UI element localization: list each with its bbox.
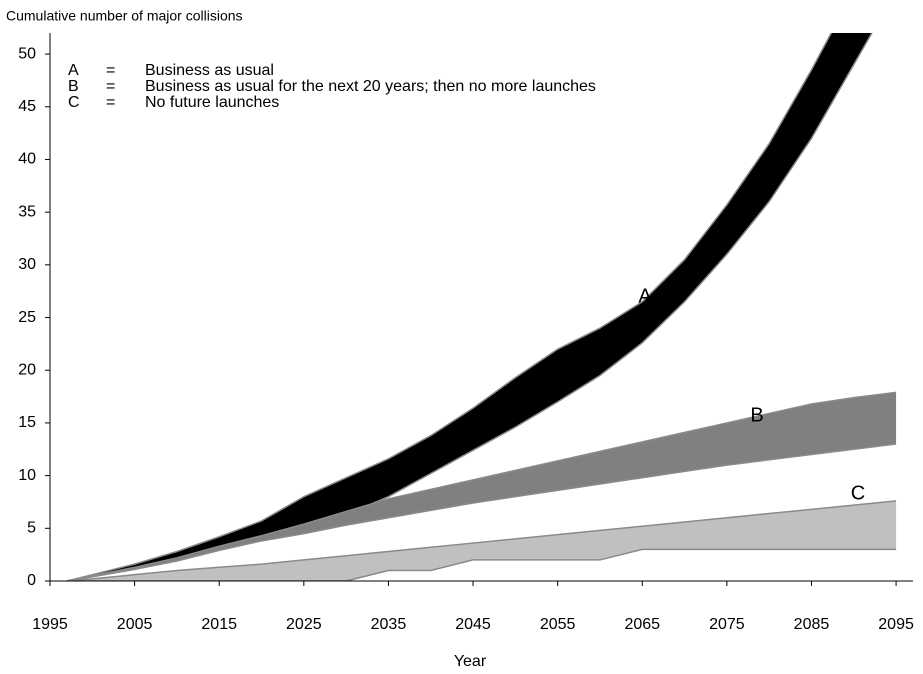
y-tick-label: 20 <box>18 361 36 378</box>
band-edge <box>66 391 897 581</box>
x-tick-label: 2095 <box>878 616 914 633</box>
y-tick-label: 10 <box>18 467 36 484</box>
band-edge <box>66 33 833 581</box>
x-tick-label: 2005 <box>117 616 153 633</box>
x-tick-label: 2055 <box>540 616 576 633</box>
legend-key: A <box>68 62 79 79</box>
series-tag: C <box>851 482 865 504</box>
y-tick-label: 35 <box>18 203 36 220</box>
legend-label: Business as usual for the next 20 years;… <box>145 78 596 95</box>
x-tick-label: 2045 <box>455 616 491 633</box>
plot-area <box>66 33 897 581</box>
legend-label: Business as usual <box>145 62 274 79</box>
chart-title: Cumulative number of major collisions <box>6 8 243 24</box>
band-edge <box>66 548 897 581</box>
y-tick-label: 30 <box>18 256 36 273</box>
legend-separator: = <box>106 62 115 79</box>
y-tick-label: 50 <box>18 45 36 62</box>
series-tag: B <box>750 404 763 426</box>
y-tick-label: 25 <box>18 309 36 326</box>
y-tick-label: 0 <box>27 572 36 589</box>
legend-label: No future launches <box>145 94 279 111</box>
x-tick-label: 2015 <box>201 616 237 633</box>
legend-separator: = <box>106 94 115 111</box>
series-tag: A <box>638 285 652 307</box>
y-tick-label: 5 <box>27 520 36 537</box>
x-tick-label: 2025 <box>286 616 322 633</box>
x-tick-label: 2085 <box>794 616 830 633</box>
x-tick-label: 1995 <box>32 616 68 633</box>
x-tick-label: 2065 <box>624 616 660 633</box>
band-edge <box>66 500 897 581</box>
band-area <box>66 392 897 581</box>
x-axis-label: Year <box>454 653 487 670</box>
y-tick-label: 40 <box>18 151 36 168</box>
legend-key: C <box>68 94 80 111</box>
y-tick-label: 45 <box>18 98 36 115</box>
legend-key: B <box>68 78 79 95</box>
band-area <box>66 500 897 581</box>
x-tick-label: 2075 <box>709 616 745 633</box>
legend-separator: = <box>106 78 115 95</box>
y-tick-label: 15 <box>18 414 36 431</box>
x-tick-label: 2035 <box>371 616 407 633</box>
band-edge <box>66 443 897 581</box>
